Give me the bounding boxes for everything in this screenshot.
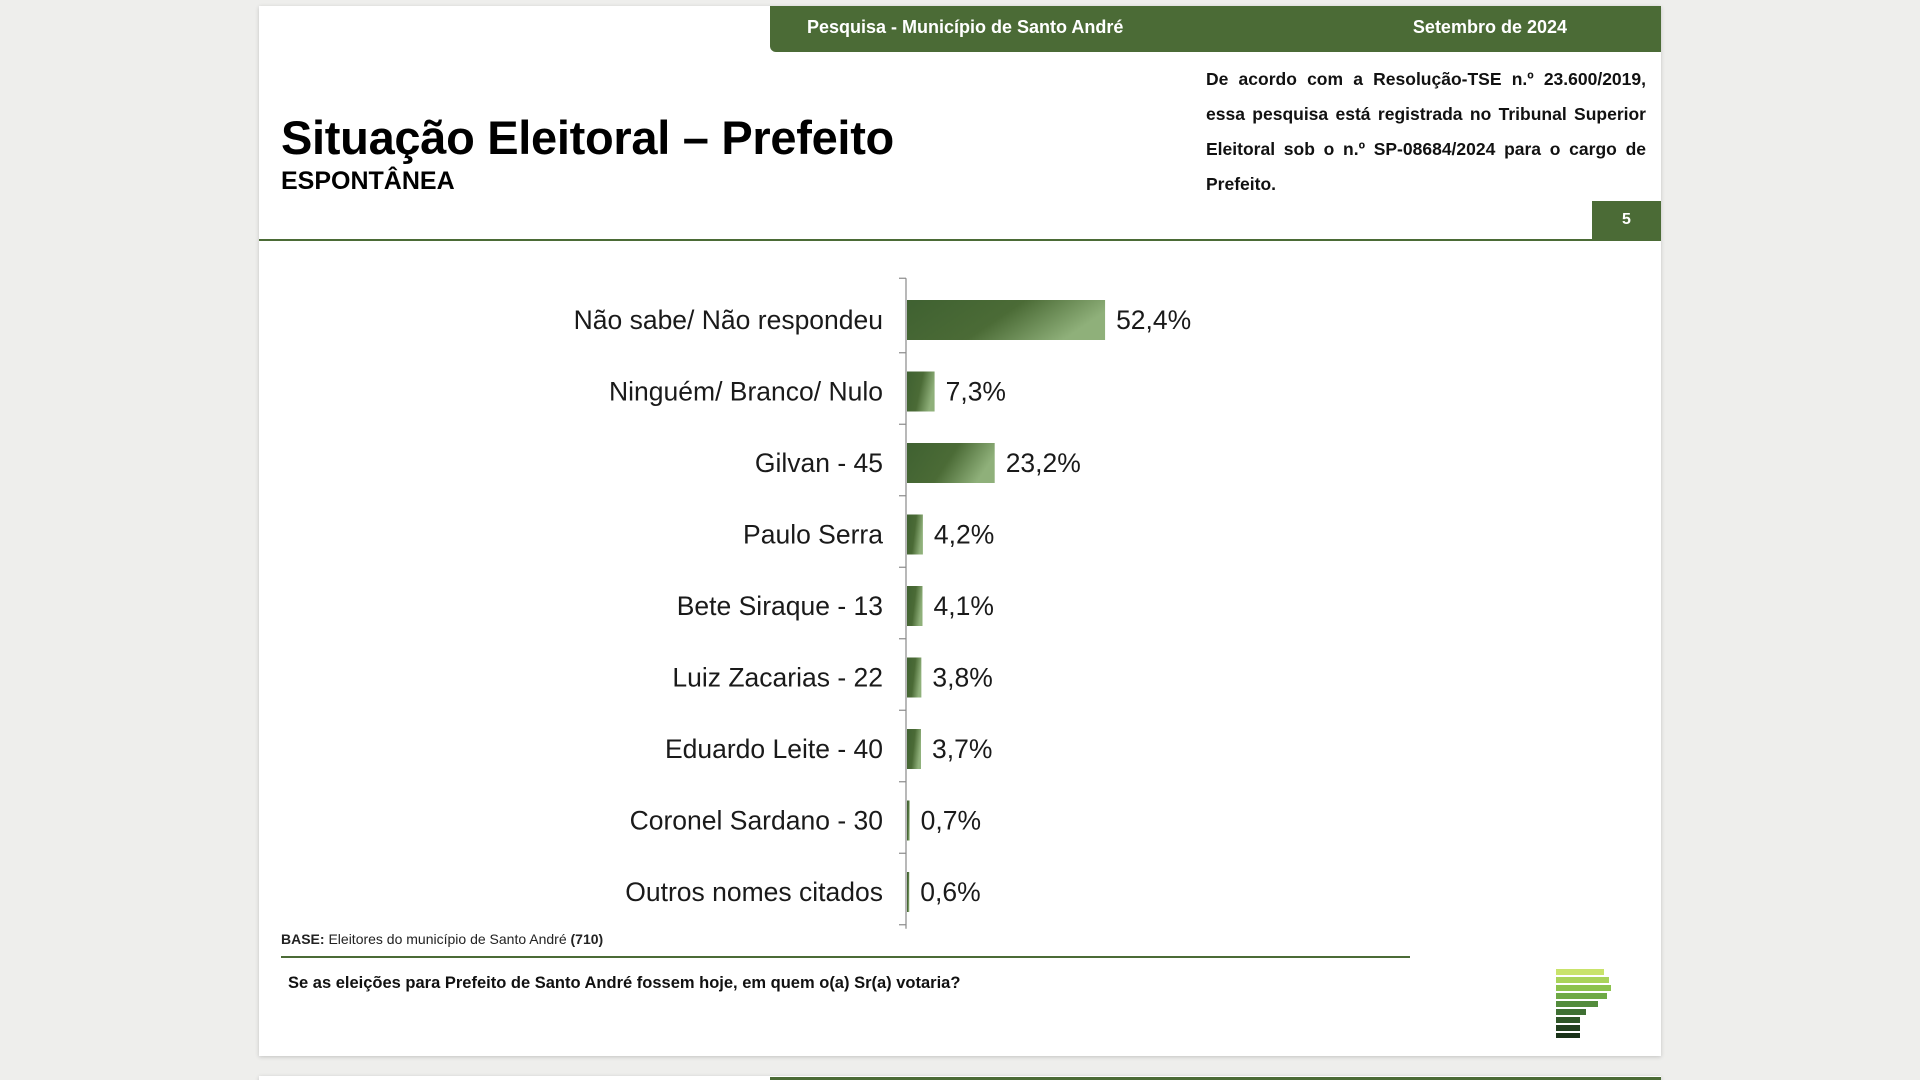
base-text: Eleitores do município de Santo André <box>328 931 567 947</box>
category-label: Não sabe/ Não respondeu <box>574 305 883 335</box>
bar <box>907 872 910 912</box>
survey-question: Se as eleições para Prefeito de Santo An… <box>288 974 961 992</box>
value-label: 4,2% <box>934 520 994 550</box>
bar <box>907 729 921 769</box>
category-label: Paulo Serra <box>743 520 883 550</box>
category-label: Ninguém/ Branco/ Nulo <box>609 377 883 407</box>
category-label: Gilvan - 45 <box>755 448 883 478</box>
legal-registration-note: De acordo com a Resolução-TSE n.º 23.600… <box>1206 69 1646 194</box>
pesquisa-logo-icon <box>1556 969 1611 1038</box>
page-title: Situação Eleitoral – Prefeito <box>281 111 894 164</box>
next-slide-page-edge <box>259 1076 1661 1080</box>
value-label: 3,8% <box>932 663 992 693</box>
page-number-badge: 5 <box>1592 201 1661 239</box>
survey-label: Pesquisa - Município de Santo André <box>807 17 1124 37</box>
bar <box>907 657 922 698</box>
header-divider <box>259 239 1661 241</box>
bar <box>907 800 910 841</box>
category-label: Luiz Zacarias - 22 <box>672 663 883 693</box>
header-band: Pesquisa - Município de Santo André Sete… <box>770 6 1661 52</box>
bar <box>907 514 923 555</box>
slide-page: Pesquisa - Município de Santo André Sete… <box>259 6 1661 1056</box>
value-label: 7,3% <box>946 377 1006 407</box>
base-label: BASE: <box>281 931 325 947</box>
date-label: Setembro de 2024 <box>1412 17 1567 37</box>
base-note: BASE: Eleitores do município de Santo An… <box>281 931 603 947</box>
bar <box>907 371 935 412</box>
category-label: Outros nomes citados <box>625 877 883 907</box>
footer-divider <box>281 956 1410 958</box>
value-label: 52,4% <box>1116 305 1191 335</box>
bar-chart: Não sabe/ Não respondeu 52,4% Ninguém/ Bra… <box>574 277 1191 929</box>
base-count: (710) <box>570 931 604 947</box>
value-label: 23,2% <box>1006 448 1081 478</box>
bar <box>907 300 1106 340</box>
value-label: 3,7% <box>932 734 992 764</box>
category-label: Eduardo Leite - 40 <box>665 734 883 764</box>
page-subtitle: ESPONTÂNEA <box>281 167 455 195</box>
category-label: Bete Siraque - 13 <box>677 591 883 621</box>
bar <box>907 586 923 626</box>
category-label: Coronel Sardano - 30 <box>630 806 883 836</box>
value-label: 0,6% <box>920 877 980 907</box>
value-label: 0,7% <box>921 806 981 836</box>
value-label: 4,1% <box>933 591 993 621</box>
bar <box>907 443 995 483</box>
next-page-header-band <box>770 1077 1661 1080</box>
